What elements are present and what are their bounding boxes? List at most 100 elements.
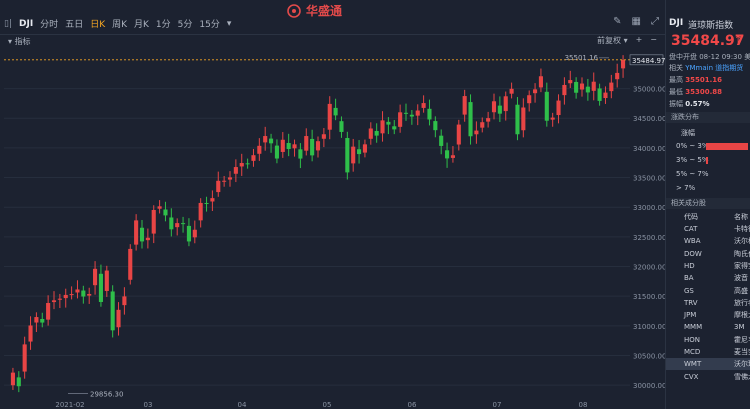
- related-row[interactable]: 相关 YMmain 道指期货: [669, 63, 743, 73]
- quote-name: 道琼斯指数: [688, 21, 734, 31]
- pencil-icon[interactable]: ✎: [613, 16, 622, 27]
- table-row[interactable]: JPM 摩根大通: [666, 309, 750, 321]
- table-row[interactable]: CAT 卡特彼勒: [666, 223, 750, 235]
- candlestick-chart[interactable]: 35000.00 34500.00 34000.00 33500.00 33000.00…: [0, 47, 665, 409]
- y-tick-label: 30500.00: [633, 352, 665, 360]
- tab-period[interactable]: 15分: [199, 20, 220, 30]
- tab-period[interactable]: 1分: [155, 20, 171, 30]
- row-name: 摩根大通: [734, 311, 750, 320]
- minus-icon[interactable]: −: [650, 35, 657, 44]
- plus-icon[interactable]: +: [635, 35, 643, 44]
- table-row[interactable]: WMT 沃尔玛: [666, 358, 750, 371]
- constituents-title: 相关成分股: [666, 198, 750, 209]
- candle-body: [333, 107, 338, 116]
- candle-body: [597, 88, 602, 101]
- candle-body: [403, 112, 409, 114]
- table-row[interactable]: HD 家得宝: [666, 260, 750, 272]
- chart-toolbar: ▯| DJI 分时 五日 日K 周K 月K 1分 5分 15分 ▾ 华盛通 ✎ …: [0, 0, 665, 35]
- table-row[interactable]: BA 波音: [666, 272, 750, 284]
- table-row[interactable]: TRV 旅行者财产险: [666, 297, 750, 309]
- candle-body: [603, 92, 608, 99]
- related-value[interactable]: YMmain 道指期货: [685, 64, 744, 72]
- candle-body: [145, 237, 150, 241]
- indicator-toggle[interactable]: ▾ 指标: [8, 37, 31, 46]
- candle-body: [134, 220, 139, 245]
- y-tick-label: 34000.00: [633, 145, 665, 153]
- candle-body: [75, 289, 80, 293]
- table-row[interactable]: DOW 陶氏化学: [666, 248, 750, 260]
- candle-body: [192, 229, 197, 238]
- row-name: 沃尔格林: [734, 237, 750, 246]
- grid-icon[interactable]: ▦: [631, 16, 641, 27]
- expand-icon[interactable]: ⤢: [651, 16, 659, 27]
- x-tick-label: 2021-02: [55, 401, 84, 409]
- candle-body: [439, 135, 444, 146]
- candle-body: [216, 180, 221, 193]
- table-row[interactable]: MCD 麦当劳: [666, 346, 750, 358]
- candle-body: [462, 96, 467, 115]
- chevron-down-icon[interactable]: ▾: [226, 18, 232, 29]
- candle-body: [151, 209, 156, 234]
- amp-value: 0.57%: [685, 100, 710, 108]
- x-tick-label: 08: [579, 401, 588, 409]
- candle-body: [474, 130, 479, 135]
- adjust-label: 前复权: [597, 36, 622, 45]
- candle-body: [98, 273, 103, 302]
- candle-body: [10, 372, 15, 386]
- candle-body: [16, 377, 21, 387]
- candle-body: [445, 150, 450, 159]
- candle-body: [139, 227, 145, 242]
- tab-period[interactable]: 周K: [112, 20, 128, 30]
- table-row[interactable]: HON 霍尼韦尔: [666, 334, 750, 346]
- candle-body: [345, 138, 350, 173]
- row-name: 沃尔玛: [734, 360, 750, 369]
- tab-period[interactable]: 五日: [65, 20, 84, 30]
- table-row[interactable]: CVX 雪佛龙: [666, 371, 750, 383]
- candle-body: [357, 149, 362, 155]
- candle-body: [315, 141, 321, 151]
- candle-body: [609, 82, 614, 92]
- table-row[interactable]: MMM 3M: [666, 321, 750, 333]
- high-value: 35501.16: [685, 76, 722, 84]
- candle-body: [351, 146, 356, 164]
- candle-body: [380, 120, 385, 134]
- adjust-dropdown[interactable]: 前复权 ▾: [597, 36, 628, 45]
- candle-body: [28, 325, 33, 342]
- tab-period[interactable]: 月K: [134, 20, 149, 30]
- candle-body: [57, 298, 62, 300]
- tab-period[interactable]: 分时: [40, 20, 59, 30]
- chart-menu-icon[interactable]: ▯|: [4, 18, 12, 29]
- candle-body: [116, 309, 121, 328]
- x-tick-label: 04: [238, 401, 247, 409]
- y-tick-label: 31500.00: [633, 293, 665, 301]
- candle-body: [486, 118, 491, 122]
- candle-body: [562, 84, 567, 96]
- row-code: WMT: [684, 360, 702, 369]
- tab-period[interactable]: 5分: [177, 20, 193, 30]
- row-code: CAT: [684, 225, 698, 233]
- candle-body: [122, 296, 127, 306]
- candle-body: [93, 268, 98, 286]
- candle-body: [362, 144, 367, 153]
- candle-body: [433, 121, 438, 131]
- candle-body: [227, 177, 233, 180]
- row-name: 3M: [734, 323, 745, 332]
- distribution-header: 涨幅: [681, 129, 695, 137]
- tab-period-active[interactable]: 日K: [90, 20, 106, 30]
- table-row[interactable]: WBA 沃尔格林: [666, 235, 750, 247]
- row-name: 卡特彼勒: [734, 225, 750, 233]
- row-code: HON: [684, 335, 701, 344]
- dist-label: 5% ~ 7%: [676, 170, 709, 178]
- x-tick-label: 07: [493, 401, 502, 409]
- candle-body: [538, 76, 543, 88]
- candle-body: [456, 124, 461, 145]
- y-tick-label: 35000.00: [633, 86, 665, 94]
- col-code: 代码: [684, 213, 698, 221]
- candle-body: [398, 112, 403, 127]
- candle-body: [468, 102, 473, 137]
- amp-row: 振幅 0.57%: [669, 99, 710, 109]
- col-name: 名称: [734, 213, 748, 221]
- candle-body: [222, 180, 227, 182]
- candle-body: [515, 104, 520, 135]
- table-row[interactable]: GS 高盛: [666, 285, 750, 297]
